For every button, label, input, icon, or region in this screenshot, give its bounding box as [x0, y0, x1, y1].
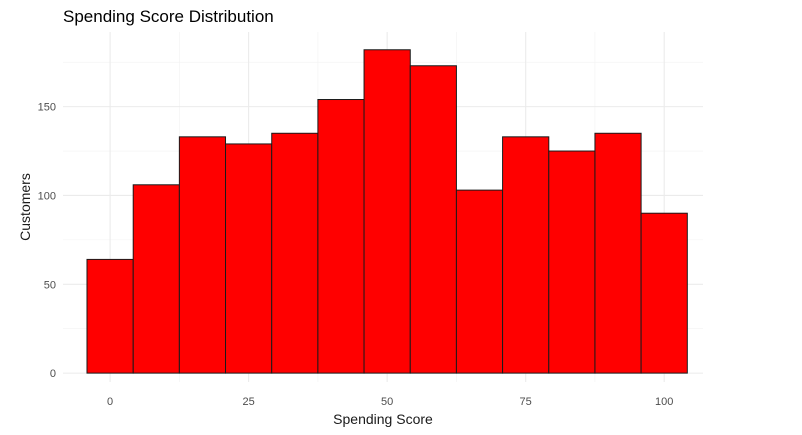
x-tick-label: 100: [655, 396, 673, 408]
chart-title: Spending Score Distribution: [63, 7, 274, 26]
histogram-bar: [640, 212, 688, 374]
histogram-bar: [178, 136, 227, 374]
histogram-bars: [86, 49, 688, 374]
histogram-bar: [548, 150, 596, 374]
histogram-bar: [271, 132, 319, 374]
histogram-bar: [502, 136, 550, 374]
y-tick-label: 0: [50, 368, 56, 380]
x-axis-title: Spending Score: [333, 411, 433, 427]
x-tick-label: 50: [381, 396, 393, 408]
histogram-bar: [594, 132, 642, 374]
x-tick-label: 75: [520, 396, 532, 408]
histogram-bar: [455, 189, 504, 374]
y-tick-label: 100: [38, 190, 56, 202]
y-axis-ticks: 0 50 100 150: [38, 102, 56, 380]
y-axis-title: Customers: [17, 173, 33, 241]
histogram-bar: [86, 258, 134, 374]
histogram-bar: [363, 49, 411, 374]
histogram-bar: [317, 99, 365, 374]
x-axis-ticks: 0 25 50 75 100: [107, 396, 673, 408]
histogram-bar: [225, 143, 273, 374]
histogram-bar: [409, 65, 457, 374]
x-tick-label: 0: [107, 396, 113, 408]
histogram-bar: [132, 184, 180, 374]
y-tick-label: 150: [38, 102, 56, 114]
y-tick-label: 50: [44, 279, 56, 291]
x-tick-label: 25: [243, 396, 255, 408]
